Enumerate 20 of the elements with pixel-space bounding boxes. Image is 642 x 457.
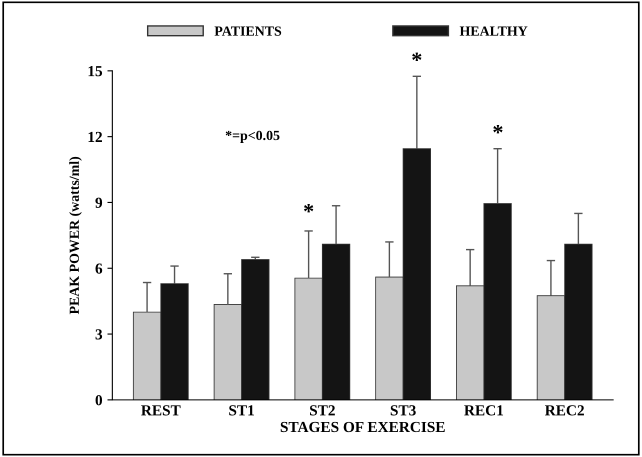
y-tick-label: 9 <box>95 198 102 208</box>
annotation: * <box>493 125 503 134</box>
x-tick-label: REST <box>141 405 181 416</box>
y-tick-label: 6 <box>96 263 102 274</box>
y-tick-label: 12 <box>88 132 102 142</box>
y-tick-label: 3 <box>96 329 102 340</box>
text: * <box>412 52 422 62</box>
annotation: * <box>304 204 314 212</box>
legend-label: PATIENTS <box>214 26 282 36</box>
annotation: *=p<0.05 <box>226 130 280 143</box>
y-tick-label: 15 <box>88 66 102 76</box>
y-tick-label: 0 <box>96 395 102 406</box>
y-axis-title: PEAK POWER (watts/ml) <box>69 156 82 314</box>
legend-label: HEALTHY <box>460 26 528 36</box>
x-tick-label: ST3 <box>390 405 416 416</box>
x-tick-label: ST2 <box>310 405 335 416</box>
x-tick-label: REC2 <box>544 405 584 416</box>
x-tick-label: ST1 <box>229 405 254 416</box>
x-tick-label: REC1 <box>464 405 504 416</box>
x-axis-title: STAGES OF EXERCISE <box>280 422 445 432</box>
